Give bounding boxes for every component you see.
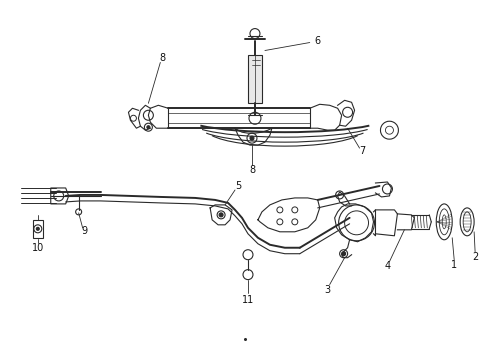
Text: 2: 2 [472, 252, 478, 262]
Text: 11: 11 [242, 294, 254, 305]
Circle shape [342, 252, 345, 256]
FancyBboxPatch shape [248, 55, 262, 103]
Text: 7: 7 [360, 146, 366, 156]
Text: 10: 10 [32, 243, 44, 253]
Text: 8: 8 [249, 165, 255, 175]
Text: 3: 3 [324, 284, 331, 294]
Circle shape [36, 227, 39, 230]
Text: 4: 4 [384, 261, 391, 271]
Text: 6: 6 [315, 36, 321, 46]
Text: 5: 5 [235, 181, 241, 191]
Circle shape [219, 213, 223, 217]
Text: 8: 8 [159, 54, 166, 63]
Circle shape [250, 136, 254, 140]
Text: 1: 1 [451, 260, 457, 270]
Text: 9: 9 [81, 226, 88, 236]
Circle shape [147, 126, 150, 129]
